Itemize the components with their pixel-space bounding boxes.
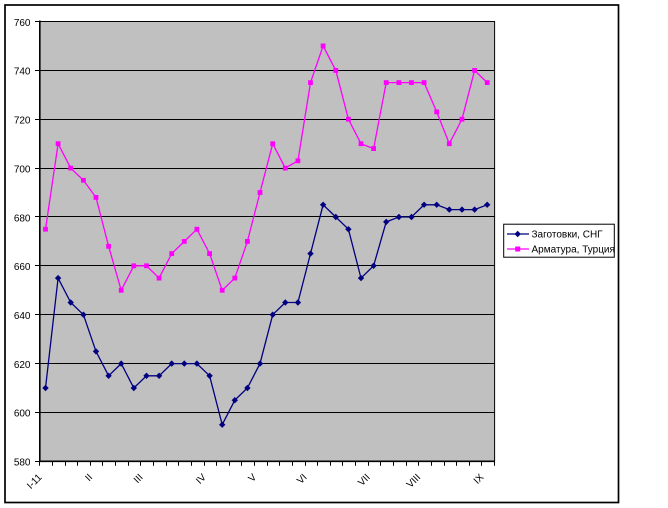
svg-text:700: 700 [14,164,31,175]
svg-text:600: 600 [14,409,31,420]
svg-text:II: II [83,472,95,484]
svg-text:580: 580 [14,458,31,469]
svg-text:720: 720 [14,116,31,127]
svg-text:680: 680 [14,213,31,224]
svg-text:660: 660 [14,262,31,273]
svg-text:Арматура, Турция: Арматура, Турция [532,245,615,256]
svg-text:640: 640 [14,311,31,322]
svg-text:760: 760 [14,18,31,29]
svg-text:620: 620 [14,360,31,371]
svg-text:740: 740 [14,67,31,78]
svg-text:Заготовки, СНГ: Заготовки, СНГ [532,230,604,241]
